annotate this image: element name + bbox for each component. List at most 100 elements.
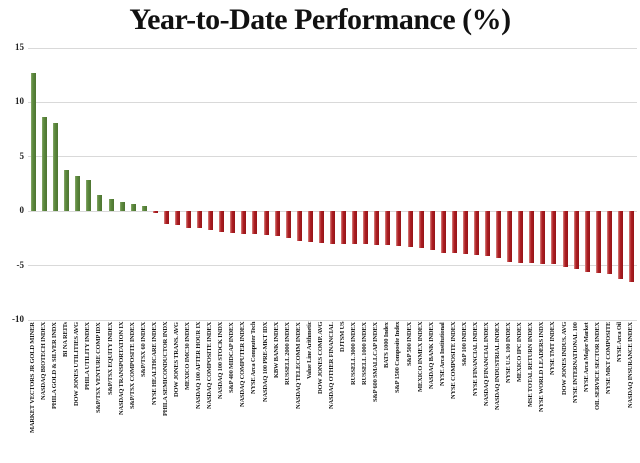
x-axis-tick-label: BI NA REITs [62, 322, 70, 357]
chart-bar [75, 176, 81, 212]
chart-bar [518, 211, 524, 263]
x-axis-tick-label: NYSE Arca Major Market [582, 322, 590, 392]
chart-bar [628, 211, 634, 283]
chart-bar [440, 211, 446, 253]
x-axis-tick-label: PHILA SEMICONDUCTOR INDX [161, 322, 169, 417]
x-axis-tick-label: NYSE COMPOSITE INDEX [449, 322, 457, 400]
chart-bar [141, 205, 147, 212]
x-axis-tick-label: NYSE INTERNATIONAL 100 [571, 322, 579, 403]
x-axis-tick-label: S&P 400 MIDCAP INDEX [228, 322, 236, 393]
chart-bar [208, 211, 214, 230]
x-axis-tick-label: NASDAQ FINANCIAL INDEX [483, 322, 491, 406]
x-axis-tick-label: NYSE TMT INDEX [549, 322, 557, 376]
x-axis-tick-label: DOW JONES UTILITIES AVG [73, 322, 81, 406]
x-axis-tick-label: NYSE MKT COMPOSITE [604, 322, 612, 395]
x-axis-tick-label: NYSE Arca Computer Tech [250, 322, 258, 395]
x-axis-tick-label: NASDAQ 100 AFTER HOUR IX [195, 322, 203, 410]
chart-bar [53, 123, 59, 212]
y-axis-tick-label: 0 [19, 205, 25, 216]
x-axis-tick-label: NASDAQ TRANSPORTATION IX [117, 322, 125, 416]
x-axis-tick-label: NASDAQ 100 STOCK INDX [217, 322, 225, 400]
x-axis-tick-label: MEXICO IMC30 INDEX [184, 322, 192, 390]
y-axis-tick-label: -5 [16, 259, 25, 270]
chart-bar [330, 211, 335, 244]
x-axis-tick-label: NYSE HEALTHCARE INDEX [150, 322, 158, 405]
chart-bar [174, 211, 180, 225]
chart-bar [307, 211, 313, 242]
x-axis-tick-label: NASDAQ BANK INDEX [427, 322, 435, 390]
x-axis-tick-label: NASDAQ INDUSTRIAL INDEX [494, 322, 502, 410]
chart-bar [31, 73, 37, 212]
x-axis-tick-label: RUSSELL 3000 INDEX [350, 322, 358, 385]
chart-bar [108, 199, 114, 212]
chart-bar [296, 211, 302, 242]
x-axis-tick-label: NASDAQ BIOTECH INDEX [40, 322, 48, 400]
chart-bar [562, 211, 568, 268]
chart-bar [252, 211, 258, 235]
chart-bar [451, 211, 457, 254]
x-axis-tick-label: Value Line Arithmetic [305, 322, 313, 380]
x-axis-tick-label: S&P 1500 Composite Index [394, 322, 402, 394]
x-axis-tick-label: PHILA GOLD & SILVER INDX [51, 322, 59, 409]
y-axis-tick-label: 5 [19, 150, 25, 161]
chart-bar [462, 211, 468, 254]
x-axis-tick-label: S&P 500 INDEX [405, 322, 413, 366]
chart-bar [473, 211, 479, 255]
x-axis-tick-label: NASDAQ COMPUTER INDEX [239, 322, 247, 408]
x-axis-tick-label: PHILA UTILITY INDEX [84, 322, 92, 390]
x-axis-tick-label: S&P/TSX VENTURE COMP IDX [95, 322, 103, 413]
chart-bar [551, 211, 557, 265]
chart-bar [573, 211, 579, 269]
chart-bar [219, 211, 225, 233]
x-axis-tick-label: MSE TOTAL RETURN INDEX [527, 322, 535, 407]
x-axis-tick-label: DOW JONES COMP. AVG [316, 322, 324, 395]
chart-bar [374, 211, 380, 245]
x-axis-tick-label: RUSSELL 1000 INDEX [361, 322, 369, 385]
chart-bar [285, 211, 291, 239]
chart-bar [418, 211, 424, 248]
x-axis-tick-label: S&P/TSX COMPOSITE INDEX [128, 322, 136, 409]
x-axis-tick-label: S&P 100 INDEX [460, 322, 468, 366]
x-axis-tick-label: MEXICO INMEX INDEX [416, 322, 424, 393]
chart-bar [163, 211, 169, 224]
x-axis-tick-label: NASDAQ OTHER FINANCIAL [328, 322, 335, 409]
y-axis-tick-label: -10 [12, 314, 24, 324]
chart-bar [540, 211, 546, 264]
chart-title: Year-to-Date Performance (%) [129, 3, 511, 36]
chart-bar [385, 211, 391, 246]
x-axis-tick-label: NYSE Arca Oil [615, 322, 623, 362]
chart-bar [606, 211, 612, 275]
gridline-y-5 [28, 156, 637, 158]
chart-bar [97, 195, 103, 212]
chart-bar [363, 211, 369, 245]
x-axis-tick-label: NYSE FINANCIAL INDEX [471, 322, 479, 397]
x-axis-tick-label: S&P/TSX 60 INDEX [139, 322, 147, 377]
x-axis-tick-label: DOW JONES TRANS. AVG [172, 322, 180, 397]
chart-bar [496, 211, 502, 258]
chart-bar [396, 211, 402, 246]
chart-bar [341, 211, 347, 244]
chart-bar [595, 211, 601, 274]
x-axis-tick-label: RUSSELL 2000 INDEX [283, 322, 291, 385]
chart-bar [485, 211, 491, 256]
gridline-y-10 [28, 101, 637, 103]
gridline-y--5 [28, 265, 637, 267]
x-axis-tick-label: KBW BANK INDEX [272, 322, 280, 378]
chart-bar [274, 211, 280, 237]
x-axis-tick-label: OIL SERVICE SECTOR INDEX [593, 322, 601, 410]
chart-bar [130, 203, 136, 212]
chart-bar [64, 169, 70, 212]
y-axis-tick-label: 10 [15, 96, 24, 107]
chart-bar [263, 211, 269, 236]
chart-bar [617, 211, 623, 280]
chart-bar [529, 211, 535, 264]
x-axis-tick-label: NYSE U.S. 100 INDEX [505, 322, 513, 383]
chart-bar [119, 201, 125, 212]
chart-bar [584, 211, 590, 272]
x-axis-tick-label: NYSE Arca Institutional [438, 322, 446, 386]
x-axis-tick-label: NASDAQ 100 PRE-MKT IDX [261, 322, 269, 403]
chart-bar [352, 211, 358, 245]
x-axis-tick-label: NASDAQ COMPOSITE INDEX [206, 322, 214, 409]
